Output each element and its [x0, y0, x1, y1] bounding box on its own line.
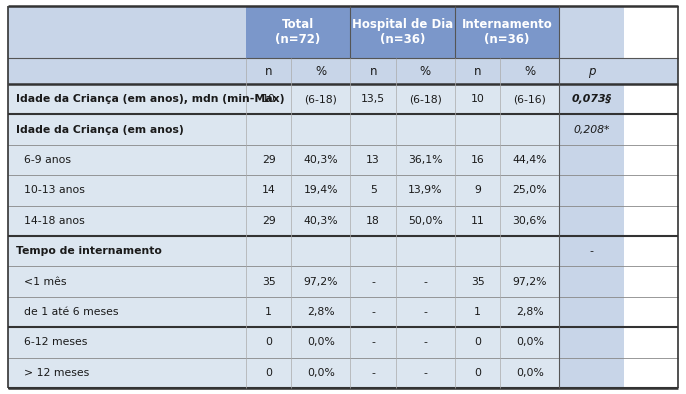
- Text: Idade da Criança (em anos), mdn (min-Max): Idade da Criança (em anos), mdn (min-Max…: [16, 94, 285, 104]
- Text: 35: 35: [262, 277, 276, 286]
- Bar: [351, 6, 455, 58]
- Bar: [559, 327, 624, 358]
- Text: 14-18 anos: 14-18 anos: [24, 216, 85, 226]
- Text: 0: 0: [474, 337, 481, 348]
- Text: 2,8%: 2,8%: [516, 307, 544, 317]
- Bar: [8, 175, 559, 206]
- Bar: [8, 297, 559, 327]
- Text: Tempo de internamento: Tempo de internamento: [16, 246, 162, 256]
- Bar: [559, 145, 624, 175]
- Text: 35: 35: [471, 277, 484, 286]
- Bar: [8, 6, 246, 58]
- Text: 29: 29: [262, 155, 276, 165]
- Text: 0: 0: [265, 368, 272, 378]
- Bar: [8, 84, 559, 114]
- Text: 14: 14: [262, 186, 276, 195]
- Text: (6-18): (6-18): [305, 94, 338, 104]
- Text: 97,2%: 97,2%: [304, 277, 338, 286]
- Text: Internamento
(n=36): Internamento (n=36): [462, 18, 552, 46]
- Text: -: -: [423, 277, 427, 286]
- Text: 0: 0: [265, 337, 272, 348]
- Text: -: -: [371, 368, 375, 378]
- Text: 30,6%: 30,6%: [512, 216, 547, 226]
- Text: > 12 meses: > 12 meses: [24, 368, 89, 378]
- Text: de 1 até 6 meses: de 1 até 6 meses: [24, 307, 119, 317]
- Bar: [8, 145, 559, 175]
- Text: %: %: [420, 65, 431, 78]
- Bar: [8, 58, 678, 84]
- Text: 6-9 anos: 6-9 anos: [24, 155, 71, 165]
- Text: n: n: [265, 65, 272, 78]
- Text: 29: 29: [262, 216, 276, 226]
- Bar: [559, 297, 624, 327]
- Bar: [8, 114, 559, 145]
- Text: (6-18): (6-18): [409, 94, 442, 104]
- Text: 50,0%: 50,0%: [408, 216, 442, 226]
- Bar: [559, 236, 624, 266]
- Bar: [8, 266, 559, 297]
- Text: 11: 11: [471, 216, 484, 226]
- Bar: [246, 6, 351, 58]
- Text: 19,4%: 19,4%: [304, 186, 338, 195]
- Bar: [559, 266, 624, 297]
- Text: 1: 1: [474, 307, 481, 317]
- Text: 40,3%: 40,3%: [304, 216, 338, 226]
- Bar: [559, 6, 624, 58]
- Text: 0: 0: [474, 368, 481, 378]
- Text: 44,4%: 44,4%: [512, 155, 547, 165]
- Text: -: -: [423, 307, 427, 317]
- Text: Idade da Criança (em anos): Idade da Criança (em anos): [16, 125, 184, 135]
- Text: 2,8%: 2,8%: [307, 307, 335, 317]
- Text: 5: 5: [370, 186, 377, 195]
- Text: %: %: [316, 65, 327, 78]
- Text: 1: 1: [265, 307, 272, 317]
- Text: -: -: [423, 368, 427, 378]
- Text: p: p: [588, 65, 595, 78]
- Text: -: -: [423, 337, 427, 348]
- Text: 10-13 anos: 10-13 anos: [24, 186, 85, 195]
- Text: -: -: [371, 337, 375, 348]
- Text: Hospital de Dia
(n=36): Hospital de Dia (n=36): [352, 18, 453, 46]
- Text: %: %: [524, 65, 536, 78]
- Bar: [559, 114, 624, 145]
- Bar: [8, 206, 559, 236]
- Bar: [559, 175, 624, 206]
- Bar: [455, 6, 559, 58]
- Text: -: -: [590, 246, 594, 256]
- Text: 0,0%: 0,0%: [516, 337, 544, 348]
- Text: 0,208*: 0,208*: [573, 125, 610, 135]
- Text: 25,0%: 25,0%: [512, 186, 547, 195]
- Bar: [559, 206, 624, 236]
- Text: -: -: [371, 277, 375, 286]
- Text: 13: 13: [366, 155, 380, 165]
- Text: 10: 10: [261, 94, 276, 104]
- Text: 16: 16: [471, 155, 484, 165]
- Text: 13,5: 13,5: [361, 94, 386, 104]
- Text: 9: 9: [474, 186, 481, 195]
- Text: n: n: [474, 65, 482, 78]
- Text: 0,073§: 0,073§: [572, 94, 612, 104]
- Text: 6-12 meses: 6-12 meses: [24, 337, 87, 348]
- Bar: [8, 358, 559, 388]
- Text: 97,2%: 97,2%: [512, 277, 547, 286]
- Text: 13,9%: 13,9%: [408, 186, 442, 195]
- Text: 18: 18: [366, 216, 380, 226]
- Text: 0,0%: 0,0%: [307, 337, 335, 348]
- Bar: [559, 84, 624, 114]
- Bar: [559, 358, 624, 388]
- Bar: [8, 236, 559, 266]
- Text: 0,0%: 0,0%: [516, 368, 544, 378]
- Text: (6-16): (6-16): [514, 94, 546, 104]
- Text: 0,0%: 0,0%: [307, 368, 335, 378]
- Text: 40,3%: 40,3%: [304, 155, 338, 165]
- Text: -: -: [371, 307, 375, 317]
- Text: 10: 10: [471, 94, 484, 104]
- Text: n: n: [369, 65, 377, 78]
- Bar: [8, 327, 559, 358]
- Text: Total
(n=72): Total (n=72): [276, 18, 321, 46]
- Text: <1 mês: <1 mês: [24, 277, 67, 286]
- Text: 36,1%: 36,1%: [408, 155, 442, 165]
